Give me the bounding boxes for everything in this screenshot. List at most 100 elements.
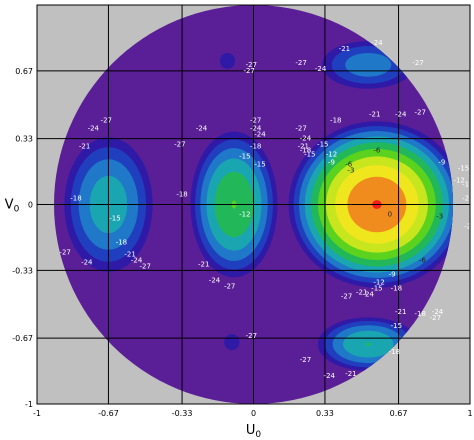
contour-value-label: -27 [243,67,254,75]
x-tick-label: 0.33 [316,409,334,418]
contour-value-label: -18 [462,181,473,189]
contour-band [365,342,372,346]
contour-band [219,52,236,69]
contour-value-label: -15 [317,141,328,149]
contour-value-label: -27 [140,262,151,270]
contour-value-label: -18 [414,310,425,318]
contour-labels: -27-24-21-18-27-15-18-27-24-21-24-27-27-… [25,39,474,380]
contour-value-label: -9 [389,270,396,278]
y-tick-label: 0.33 [15,135,33,144]
contour-value-label: -21 [339,45,350,53]
contour-value-label: -15 [254,161,265,169]
contour-value-label: -24 [254,131,266,139]
contour-value-label: -24 [300,135,312,143]
contour-value-label: -24 [88,125,100,133]
x-tick-label: -0.33 [172,409,193,418]
contour-value-label: -21 [369,111,380,119]
contour-value-label: -15 [458,165,469,173]
x-tick-label: -0.67 [98,409,119,418]
contour-band [345,52,392,77]
x-axis-label-sub: 0 [255,430,261,440]
contour-value-label: -27 [250,117,261,125]
x-tick-label: -1 [33,409,41,418]
contour-value-label: -27 [174,141,185,149]
contour-value-label: -27 [246,332,257,340]
y-tick-label: -0.33 [12,266,33,275]
y-axis-ticks: 0.67 0.33 0 -0.33 -0.67 -1 [12,67,33,409]
contour-value-label: -27 [59,248,70,256]
contour-value-label: -24 [371,39,383,47]
contour-value-label: 0 [388,210,392,218]
contour-value-label: -21 [298,143,309,151]
lobe [288,121,453,288]
contour-value-label: -27 [246,61,257,69]
contour-value-label: -24 [81,258,93,266]
contour-value-label: -24 [432,308,444,316]
contour-value-label: -12 [326,151,337,159]
contour-value-label: -18 [250,143,261,151]
contour-value-label: -24 [464,222,474,230]
contour-value-label: -21 [198,260,209,268]
y-axis-label-sub: 0 [14,205,20,215]
contour-value-label: -6 [345,161,353,169]
y-tick-label: -0.67 [12,334,33,343]
contour-value-label: -3 [347,167,354,175]
contour-value-label: -9 [328,159,335,167]
contour-value-label: -3 [436,212,443,220]
contour-value-label: -27 [25,222,36,230]
y-axis-label: V0 [5,198,20,215]
contour-value-label: -12 [373,278,384,286]
contour-value-label: -27 [295,59,306,67]
contour-value-label: -27 [341,292,352,300]
x-tick-label: 0.67 [390,409,408,418]
contour-value-label: -6 [419,256,427,264]
x-tick-label: 0 [251,409,256,418]
contour-value-label: -21 [79,143,90,151]
y-tick-label: 0 [28,201,33,210]
x-axis-ticks: -1 -0.67 -0.33 0 0.33 0.67 1 [33,409,473,418]
contour-value-label: -15 [304,151,315,159]
contour-value-label: -27 [430,314,441,322]
contour-value-label: -21 [124,250,135,258]
y-axis-label-main: V [5,198,14,213]
contour-value-label: -12 [239,210,250,218]
contour-value-label: -27 [295,125,306,133]
contour-value-label: -18 [176,191,187,199]
contour-value-label: -24 [395,111,407,119]
plot-area: -27-24-21-18-27-15-18-27-24-21-24-27-27-… [25,4,474,405]
lobe [219,52,236,69]
contour-value-label: -24 [363,290,375,298]
contour-value-label: -12 [453,177,464,185]
lobe [224,334,240,351]
contour-value-label: -24 [324,372,336,380]
contour-value-label: -6 [373,147,381,155]
contour-value-label: -24 [131,256,143,264]
contour-value-label: -21 [345,370,356,378]
x-axis-label: U0 [246,423,262,440]
contour-value-label: -24 [250,125,262,133]
contour-band [224,334,240,351]
contour-value-label: -18 [116,238,127,246]
contour-value-label: -24 [209,276,221,284]
contour-value-label: -9 [438,159,445,167]
contour-value-label: -18 [391,284,402,292]
contour-value-label: -18 [330,117,341,125]
grid-lines [37,5,470,404]
contour-value-label: -15 [109,214,120,222]
y-tick-label: 0.67 [15,67,33,76]
contour-value-label: -24 [315,65,327,73]
x-axis-label-main: U [246,423,256,438]
contour-value-label: -27 [300,356,311,364]
x-tick-label: 1 [467,409,472,418]
contour-value-label: -15 [371,284,382,292]
contour-value-label: -21 [356,288,367,296]
contour-value-label: -27 [412,59,423,67]
contour-value-label: -18 [389,348,400,356]
contour-value-label: -27 [414,109,425,117]
contour-value-label: -27 [101,117,112,125]
contour-value-label: -18 [70,195,81,203]
contour-value-label: -27 [224,282,235,290]
contour-value-label: -24 [196,125,208,133]
contour-value-label: -18 [300,147,311,155]
